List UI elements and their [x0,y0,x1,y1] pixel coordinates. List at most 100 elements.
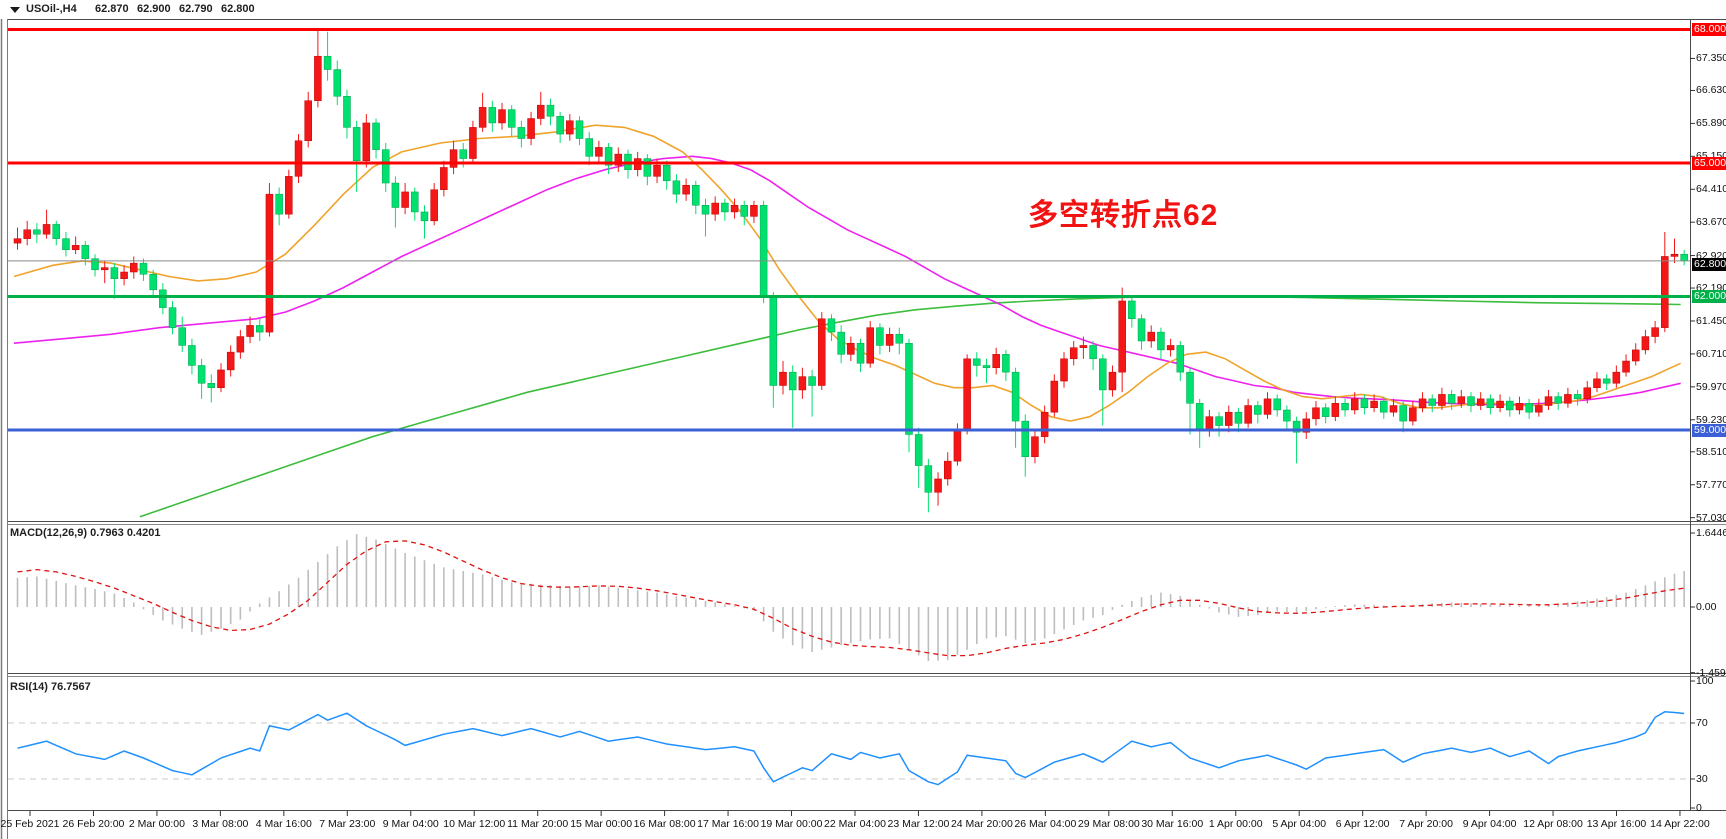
candle[interactable] [546,98,555,126]
candle[interactable] [566,114,574,141]
candle[interactable] [1031,430,1039,464]
candle[interactable] [614,147,623,172]
candle[interactable] [130,256,138,279]
candle[interactable] [1176,341,1185,382]
candle[interactable] [100,260,109,284]
candle[interactable] [236,329,245,359]
candle[interactable] [643,154,652,186]
candle[interactable] [1651,320,1659,344]
candle[interactable] [537,91,545,126]
candle[interactable] [1244,398,1252,428]
candle[interactable] [488,100,497,132]
candle[interactable] [1137,314,1146,350]
candle[interactable] [430,183,438,226]
candle[interactable] [91,254,99,277]
candle[interactable] [1021,414,1030,477]
candle[interactable] [847,336,855,362]
candle[interactable] [701,198,710,237]
candle[interactable] [110,263,119,299]
candle[interactable] [1302,412,1311,439]
candle[interactable] [750,200,758,224]
candle[interactable] [1089,341,1097,370]
candle[interactable] [517,120,526,148]
candle[interactable] [914,427,923,488]
candle[interactable] [1409,401,1417,426]
candle[interactable] [1525,398,1533,419]
candle[interactable] [1389,398,1398,417]
candle[interactable] [1040,405,1049,444]
candle[interactable] [556,111,564,143]
candle[interactable] [866,320,874,368]
candle[interactable] [1496,394,1504,413]
candle[interactable] [1515,396,1524,415]
candle[interactable] [13,227,22,250]
candle[interactable] [469,120,477,163]
candle[interactable] [1215,412,1223,437]
candle[interactable] [818,312,826,390]
candle[interactable] [71,236,80,255]
candle[interactable] [1225,405,1233,433]
candle[interactable] [585,131,593,166]
candle[interactable] [1079,336,1088,359]
candle[interactable] [149,269,157,297]
candle[interactable] [265,183,274,337]
candle[interactable] [1631,343,1640,366]
candle[interactable] [1486,394,1495,415]
candle[interactable] [711,196,719,221]
candle[interactable] [1186,367,1194,435]
candle[interactable] [1002,349,1010,382]
candle[interactable] [1331,396,1340,422]
candle[interactable] [1128,296,1136,328]
candle[interactable] [808,369,816,417]
candle[interactable] [527,111,535,146]
candle[interactable] [352,120,361,192]
candle[interactable] [226,345,235,377]
candle[interactable] [362,114,371,168]
candle[interactable] [1234,407,1243,433]
candle[interactable] [120,265,128,286]
candle[interactable] [1157,327,1165,359]
candle[interactable] [1399,401,1407,433]
candle[interactable] [372,118,380,159]
candle[interactable] [973,352,981,377]
candle[interactable] [779,361,787,395]
candle[interactable] [934,472,942,506]
candle[interactable] [1661,231,1669,333]
candle[interactable] [1380,396,1388,419]
candle[interactable] [682,178,690,201]
candle[interactable] [1447,389,1456,410]
candle[interactable] [885,327,894,353]
candle[interactable] [672,174,681,204]
candle[interactable] [207,374,216,403]
candle[interactable] [1467,392,1475,413]
candle[interactable] [391,176,400,228]
candle[interactable] [963,354,971,435]
candle[interactable] [905,338,913,453]
candle[interactable] [217,363,225,393]
candle[interactable] [1099,354,1107,426]
candle[interactable] [1069,341,1078,366]
candle[interactable] [178,316,186,353]
candle[interactable] [1350,392,1359,415]
candle[interactable] [1283,405,1291,430]
candle[interactable] [1593,372,1601,393]
candle[interactable] [62,231,70,257]
candle[interactable] [139,258,148,281]
candle[interactable] [692,180,700,215]
candle[interactable] [876,323,884,355]
candle[interactable] [759,200,768,304]
candle[interactable] [1602,374,1611,390]
candle[interactable] [498,102,506,130]
candle[interactable] [1263,392,1272,419]
candle[interactable] [575,116,584,146]
candle[interactable] [401,183,409,215]
candle[interactable] [1554,392,1562,410]
candle[interactable] [449,140,458,175]
candle[interactable] [1166,338,1175,357]
candle[interactable] [1321,403,1330,424]
candle[interactable] [381,142,390,192]
candle[interactable] [1622,354,1630,377]
candle[interactable] [314,28,322,108]
candle[interactable] [856,338,865,373]
